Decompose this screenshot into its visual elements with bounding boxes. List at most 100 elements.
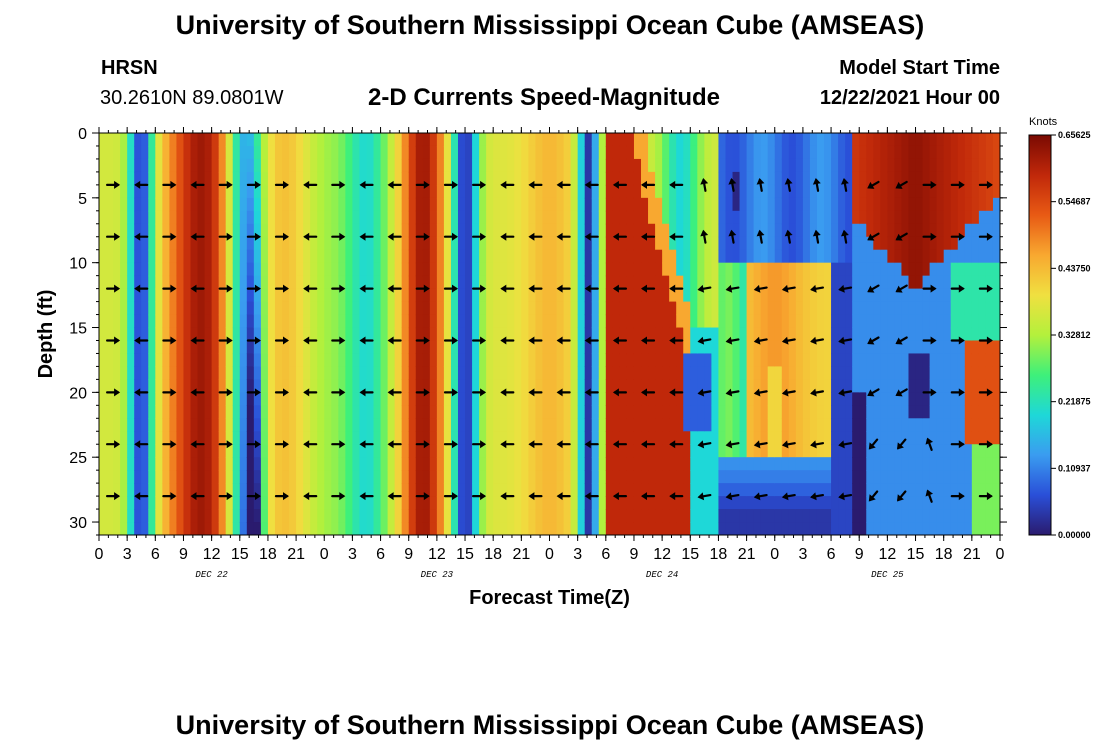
heatmap-cell (338, 223, 346, 238)
heatmap-cell (781, 496, 790, 510)
current-arrow (528, 180, 543, 189)
heatmap-cell (598, 262, 607, 277)
heatmap-cell (120, 483, 128, 497)
current-arrow (584, 440, 599, 449)
heatmap-cell (697, 366, 705, 380)
heatmap-cell (521, 249, 529, 264)
x-tick-label: 9 (630, 546, 639, 563)
heatmap-cell (915, 522, 924, 535)
current-arrow (612, 492, 628, 501)
heatmap-cell (457, 327, 466, 342)
heatmap-cell (310, 470, 318, 484)
heatmap-cell (155, 223, 163, 238)
heatmap-cell (901, 301, 910, 316)
heatmap-cell (176, 522, 185, 535)
heatmap-cell (331, 496, 339, 510)
heatmap-cell (556, 509, 565, 523)
heatmap-cell (683, 379, 691, 393)
heatmap-cell (669, 444, 677, 458)
heatmap-cell (781, 405, 790, 419)
heatmap-cell (950, 249, 959, 264)
current-arrow (528, 388, 543, 397)
heatmap-cell (929, 496, 938, 510)
heatmap-cell (978, 366, 987, 380)
heatmap-cell (253, 249, 262, 264)
heatmap-cell (887, 145, 896, 160)
heatmap-cell (296, 483, 304, 497)
heatmap-cell (500, 340, 508, 355)
heatmap-cell (577, 171, 586, 186)
heatmap-cell (648, 457, 656, 471)
heatmap-cell (415, 249, 424, 264)
heatmap-cell (267, 392, 276, 406)
heatmap-cell (507, 133, 515, 147)
heatmap-cell (465, 158, 473, 173)
heatmap-cell (232, 366, 241, 380)
heatmap-cell (310, 158, 318, 173)
heatmap-cell (753, 158, 762, 173)
heatmap-cell (802, 197, 811, 212)
heatmap-cell (753, 288, 762, 303)
heatmap-cell (289, 509, 297, 523)
heatmap-cell (908, 509, 917, 523)
heatmap-cell (676, 327, 684, 342)
heatmap-cell (113, 431, 121, 445)
heatmap-cell (809, 249, 818, 264)
heatmap-cell (380, 197, 389, 212)
heatmap-cell (465, 405, 473, 419)
heatmap-cell (809, 509, 818, 523)
heatmap-cell (894, 353, 903, 368)
heatmap-cell (176, 509, 185, 523)
heatmap-cell (366, 197, 375, 212)
heatmap-cell (169, 171, 178, 186)
heatmap-cell (725, 249, 734, 264)
heatmap-cell (943, 197, 952, 212)
current-arrow (922, 180, 937, 189)
heatmap-cell (535, 496, 544, 510)
heatmap-cell (690, 197, 698, 212)
heatmap-cell (324, 236, 332, 251)
heatmap-cell (436, 444, 445, 458)
heatmap-cell (831, 236, 839, 251)
heatmap-cell (831, 171, 839, 186)
heatmap-cell (549, 275, 558, 290)
heatmap-cell (662, 236, 670, 251)
heatmap-cell (915, 340, 924, 355)
heatmap-cell (324, 197, 332, 212)
current-arrow (612, 336, 628, 345)
heatmap-cell (901, 314, 910, 329)
heatmap-cell (408, 236, 417, 251)
heatmap-cell (718, 314, 727, 329)
heatmap-cell (486, 133, 494, 147)
heatmap-cell (183, 158, 192, 173)
heatmap-cell (289, 353, 297, 368)
heatmap-cell (457, 431, 466, 445)
heatmap-cell (310, 522, 318, 535)
current-arrow (359, 492, 374, 501)
heatmap-cell (211, 288, 220, 303)
heatmap-cell (662, 496, 670, 510)
heatmap-cell (753, 431, 762, 445)
heatmap-cell (296, 236, 304, 251)
heatmap-cell (197, 353, 206, 368)
heatmap-cell (507, 379, 515, 393)
heatmap-cell (253, 340, 262, 355)
heatmap-cell (922, 340, 931, 355)
heatmap-cell (155, 236, 163, 251)
heatmap-cell (570, 133, 579, 147)
heatmap-cell (99, 366, 107, 380)
heatmap-cell (521, 145, 529, 160)
heatmap-cell (605, 509, 614, 523)
heatmap-cell (162, 366, 170, 380)
heatmap-cell (514, 275, 522, 290)
heatmap-cell (436, 340, 445, 355)
heatmap-cell (225, 392, 234, 406)
heatmap-cell (556, 496, 565, 510)
heatmap-cell (436, 431, 445, 445)
heatmap-cell (204, 522, 213, 535)
heatmap-cell (493, 301, 501, 316)
heatmap-cell (310, 327, 318, 342)
heatmap-cell (852, 522, 860, 535)
heatmap-cell (380, 379, 389, 393)
heatmap-cell (971, 405, 980, 419)
